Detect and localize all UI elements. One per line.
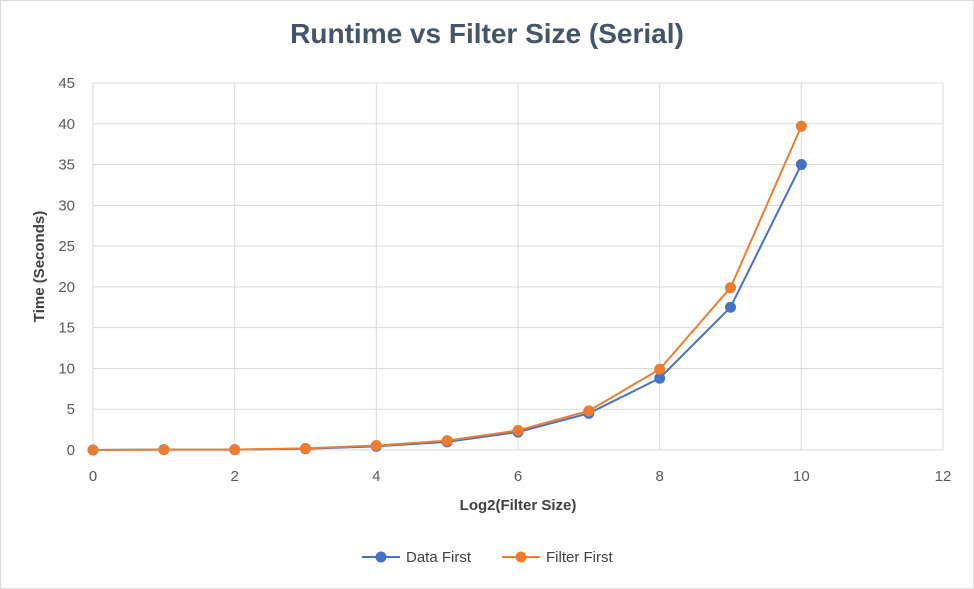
y-tick-label: 45: [58, 75, 75, 92]
data-point-series-2: [158, 444, 170, 456]
legend-marker-2: [515, 551, 527, 563]
y-axis-title: Time (Seconds): [31, 211, 48, 322]
y-tick-label: 25: [58, 238, 75, 255]
chart-title: Runtime vs Filter Size (Serial): [290, 18, 684, 49]
y-tick-label: 35: [58, 157, 75, 174]
x-tick-label: 4: [372, 468, 380, 485]
data-point-series-2: [654, 363, 666, 375]
grid-lines: [92, 82, 944, 451]
x-tick-label: 0: [89, 468, 97, 485]
tick-labels: 0 5 10 15 20 25 30 35 40 45 0 2 4 6 8 10 12: [58, 75, 951, 485]
x-tick-label: 2: [230, 468, 238, 485]
series-group: [87, 120, 807, 456]
y-tick-label: 30: [58, 197, 75, 214]
y-tick-label: 20: [58, 279, 75, 296]
x-tick-label: 8: [655, 468, 663, 485]
data-point-series-2: [300, 442, 311, 454]
series-line-1: [92, 164, 803, 451]
x-axis-title: Log2(Filter Size): [460, 497, 577, 514]
data-point-series-1: [795, 159, 807, 171]
data-point-series-2: [229, 444, 241, 456]
data-point-series-2: [512, 424, 524, 436]
data-point-series-2: [370, 440, 382, 452]
y-tick-label: 10: [58, 360, 75, 377]
x-tick-label: 6: [514, 468, 522, 485]
legend: Data First Filter First: [362, 549, 613, 566]
data-point-series-2: [795, 120, 807, 132]
data-point-series-2: [441, 435, 453, 447]
y-tick-label: 15: [58, 320, 75, 337]
legend-marker-1: [375, 551, 387, 563]
legend-label-2: Filter First: [546, 549, 613, 566]
y-tick-label: 0: [67, 442, 75, 459]
x-tick-label: 10: [793, 468, 810, 485]
series-line-2: [92, 125, 803, 451]
data-point-series-1: [654, 372, 666, 384]
data-point-series-2: [583, 405, 595, 417]
legend-label-1: Data First: [406, 549, 472, 566]
y-tick-label: 5: [67, 401, 75, 418]
data-point-series-2: [725, 282, 736, 294]
y-tick-label: 40: [58, 116, 75, 133]
data-point-series-1: [725, 301, 736, 313]
x-tick-label: 12: [935, 468, 952, 485]
data-point-series-2: [87, 444, 99, 456]
